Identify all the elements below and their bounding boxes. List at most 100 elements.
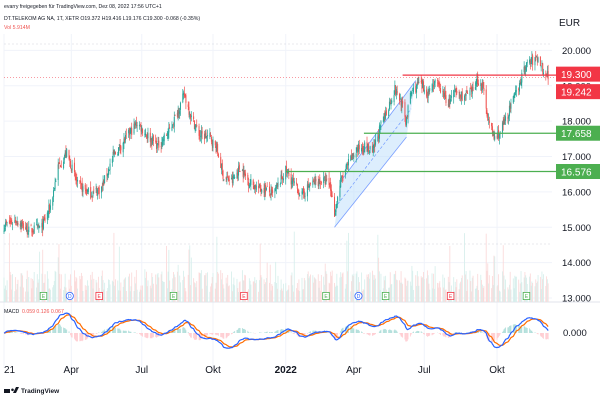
candle-body (461, 91, 463, 101)
volume-bar (32, 278, 34, 302)
candle-body (326, 178, 328, 180)
candle-body (247, 174, 249, 180)
volume-bar (199, 273, 201, 302)
volume-bar (426, 270, 428, 302)
candle-body (481, 83, 483, 91)
candle-body (507, 117, 509, 119)
volume-bar (507, 287, 509, 302)
candle-body (227, 175, 229, 178)
candle-body (36, 224, 38, 226)
candle-body (508, 116, 510, 119)
candle-body (469, 90, 471, 96)
volume-bar (215, 282, 217, 302)
candle-body (459, 94, 461, 96)
price-tag-label: 19.242 (561, 87, 592, 98)
candle-body (226, 177, 228, 181)
volume-bar (103, 289, 105, 302)
volume-bar (391, 284, 393, 302)
volume-bar (120, 282, 122, 302)
time-axis[interactable]: 21 Apr Jul Okt 2022 Apr Jul Okt (4, 365, 505, 376)
candle-body (182, 93, 184, 103)
volume-bar (260, 275, 262, 302)
volume-bar (285, 283, 287, 302)
volume-bar (149, 285, 151, 302)
candle-body (437, 82, 439, 84)
volume-bar (238, 291, 239, 302)
volume-bar (281, 288, 283, 302)
horizontal-levels[interactable] (4, 74, 556, 173)
candle-body (288, 172, 290, 177)
candle-body (431, 88, 433, 90)
time-tick-label: Apr (64, 365, 80, 376)
candle-body (66, 148, 68, 157)
candle-body (12, 223, 14, 225)
candle-body (341, 175, 343, 178)
candle-body (458, 92, 460, 94)
volume-bar (248, 289, 250, 302)
volume-bar (204, 275, 205, 302)
earnings-marker-shape (169, 291, 178, 300)
candle-body (55, 181, 57, 183)
volume-bar (274, 282, 276, 302)
volume-bar (413, 289, 414, 302)
candle-body (173, 116, 175, 127)
candle-body (139, 124, 141, 126)
candle-body (261, 189, 263, 193)
candle-body (241, 170, 243, 172)
volume-bar (276, 283, 277, 302)
candle-body (15, 220, 17, 223)
candle-body (402, 100, 404, 104)
candle-body (494, 136, 496, 140)
volume-bar (529, 273, 531, 302)
candle-body (404, 102, 406, 117)
price-axis[interactable]: 20.00019.00018.00017.00016.00015.00014.0… (556, 46, 600, 305)
volume-bar (156, 284, 157, 302)
volume-bar (155, 274, 157, 302)
candle-body (314, 179, 316, 186)
candle-body (339, 185, 341, 198)
candle-body (15, 221, 17, 224)
volume-bar (296, 283, 298, 302)
volume-bar (282, 290, 284, 302)
volume-bar (95, 279, 97, 302)
volume-bar (65, 287, 67, 302)
tradingview-logo[interactable]: TradingView (4, 387, 60, 395)
candle-body (176, 112, 178, 117)
candle-body (120, 146, 122, 151)
volume-bar (223, 288, 225, 302)
volume-bar (193, 278, 195, 302)
volume-bar (173, 272, 174, 302)
volume-bar (331, 270, 333, 302)
candle-body (141, 127, 143, 132)
marker-letter: E (449, 294, 453, 300)
candle-body (532, 55, 534, 66)
volume-bar (68, 279, 70, 302)
candle-body (426, 89, 428, 97)
candle-body (152, 135, 154, 142)
candle-body (542, 63, 544, 73)
volume-bar (115, 279, 116, 302)
tradingview-logo-icon (4, 387, 19, 393)
volume-bar (93, 278, 95, 302)
volume-bar (524, 272, 526, 302)
candle-body (31, 227, 33, 233)
candle-body (535, 55, 537, 58)
volume-bar (200, 273, 202, 302)
dividend-marker-shape (65, 291, 74, 300)
volume-bar (546, 279, 548, 302)
volume-bar (406, 285, 407, 302)
candle-body (200, 131, 202, 138)
candle-body (497, 131, 499, 137)
candle-body (432, 85, 434, 90)
volume-bar (465, 271, 467, 302)
candle-body (207, 134, 209, 136)
candle-body (394, 85, 396, 95)
volume-bar (114, 285, 116, 302)
trend-channel[interactable] (334, 80, 417, 228)
candle-body (71, 164, 73, 171)
volume-bar (172, 278, 174, 302)
candle-body (60, 165, 62, 167)
candle-body (37, 225, 39, 227)
